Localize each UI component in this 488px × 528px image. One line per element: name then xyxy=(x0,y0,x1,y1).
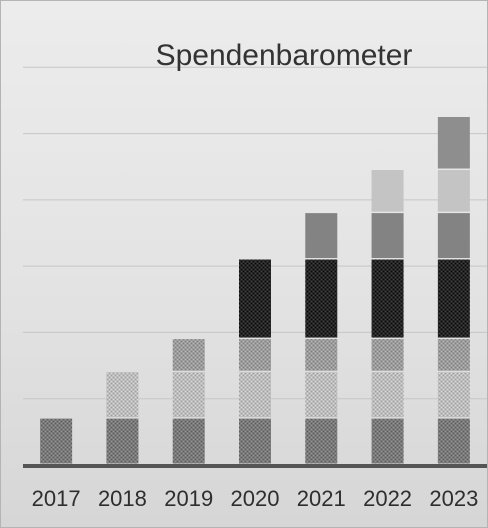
x-tick-label-2021: 2021 xyxy=(297,486,346,511)
bar-segment-2018-s2 xyxy=(106,372,139,418)
bar-segment-2019-s1 xyxy=(172,418,205,464)
bar-segment-2022-s1 xyxy=(371,418,404,464)
bar-segment-2023-s3 xyxy=(437,339,470,371)
bar-segment-2022-s4 xyxy=(371,259,404,338)
bar-segment-2021-s1 xyxy=(305,418,338,464)
bar-segment-2020-s4 xyxy=(239,259,271,338)
bar-segment-2023-s2 xyxy=(437,372,470,418)
bar-segment-2023-s6 xyxy=(437,170,470,212)
x-tick-label-2018: 2018 xyxy=(98,486,147,511)
x-tick-label-2020: 2020 xyxy=(231,486,280,511)
bar-segment-2022-s2 xyxy=(371,372,404,418)
bar-segment-2022-s3 xyxy=(371,339,404,371)
bar-segment-2021-s4 xyxy=(305,259,338,338)
x-tick-label-2023: 2023 xyxy=(429,486,478,511)
bar-segment-2022-s6 xyxy=(371,170,404,212)
bar-segment-2017-s1 xyxy=(40,418,73,464)
bar-segment-2020-s2 xyxy=(239,372,271,418)
bar-segment-2023-s5 xyxy=(437,213,470,259)
bar-segment-2019-s3 xyxy=(172,339,205,371)
bar-segment-2023-s4 xyxy=(437,259,470,338)
x-tick-labels: 2017 2018 2019 2020 2021 2022 2023 xyxy=(32,486,479,511)
bar-segment-2022-s5 xyxy=(371,213,404,259)
bar-segment-2019-s2 xyxy=(172,372,205,418)
bar-segment-2021-s2 xyxy=(305,372,338,418)
bar-segment-2021-s5 xyxy=(305,213,338,259)
bar-segment-2020-s1 xyxy=(239,418,271,464)
bar-segment-2021-s3 xyxy=(305,339,338,371)
x-tick-label-2019: 2019 xyxy=(164,486,213,511)
bar-segment-2023-s1 xyxy=(437,418,470,464)
x-tick-label-2017: 2017 xyxy=(32,486,81,511)
chart-title: Spendenbarometer xyxy=(156,39,413,72)
bar-segment-2018-s1 xyxy=(106,418,139,464)
bar-segment-2020-s3 xyxy=(239,339,271,371)
bar-group xyxy=(40,117,470,464)
bar-segment-2023-s7 xyxy=(437,117,470,169)
x-tick-label-2022: 2022 xyxy=(363,486,412,511)
